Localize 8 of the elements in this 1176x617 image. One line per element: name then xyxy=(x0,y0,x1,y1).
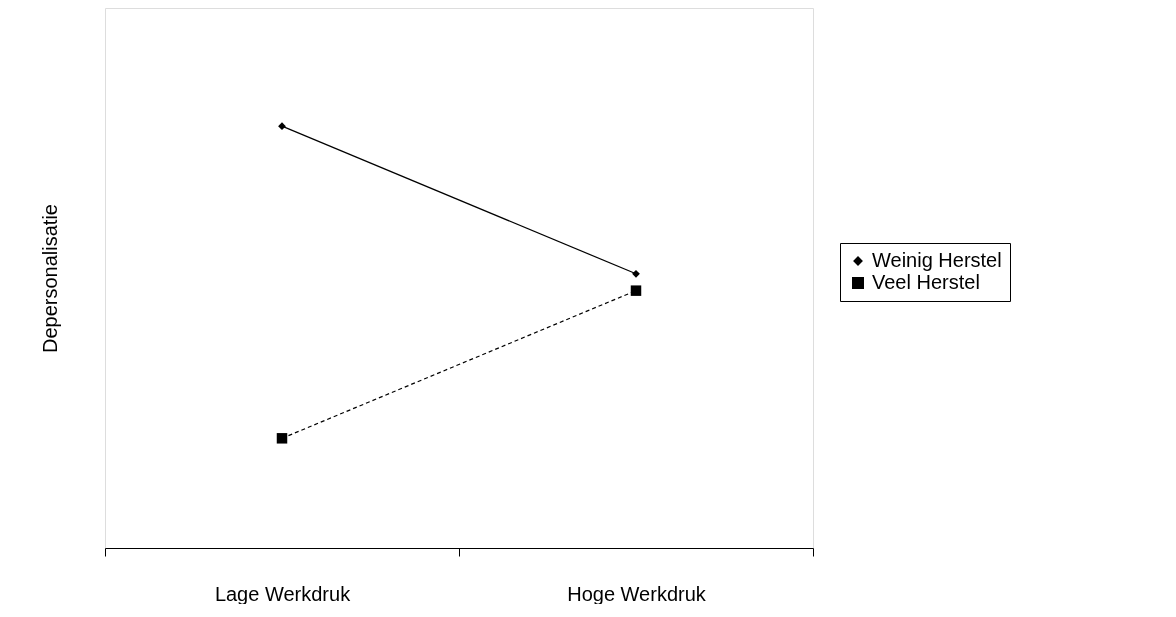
point xyxy=(276,433,288,444)
x-tick-label: Lage Werkdruk xyxy=(214,582,352,605)
point xyxy=(632,269,640,278)
y-axis-title: Depersonalisatie xyxy=(38,204,61,353)
x-tick-label: Hoge Werkdruk xyxy=(567,582,707,605)
legend-label: Weinig Herstel xyxy=(872,249,1002,271)
point xyxy=(630,285,642,296)
legend-label: Veel Herstel xyxy=(872,271,980,293)
